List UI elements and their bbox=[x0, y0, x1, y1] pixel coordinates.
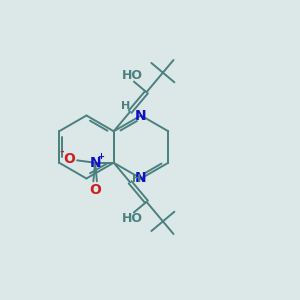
Text: N: N bbox=[135, 109, 147, 122]
Text: HO: HO bbox=[122, 69, 143, 82]
Text: H: H bbox=[131, 174, 141, 184]
Text: N: N bbox=[89, 156, 101, 170]
Text: -: - bbox=[59, 146, 64, 156]
Text: N: N bbox=[135, 172, 147, 185]
Text: O: O bbox=[63, 152, 75, 166]
Text: HO: HO bbox=[122, 212, 143, 225]
Text: H: H bbox=[122, 101, 130, 111]
Text: +: + bbox=[97, 152, 104, 161]
Text: O: O bbox=[89, 183, 101, 197]
